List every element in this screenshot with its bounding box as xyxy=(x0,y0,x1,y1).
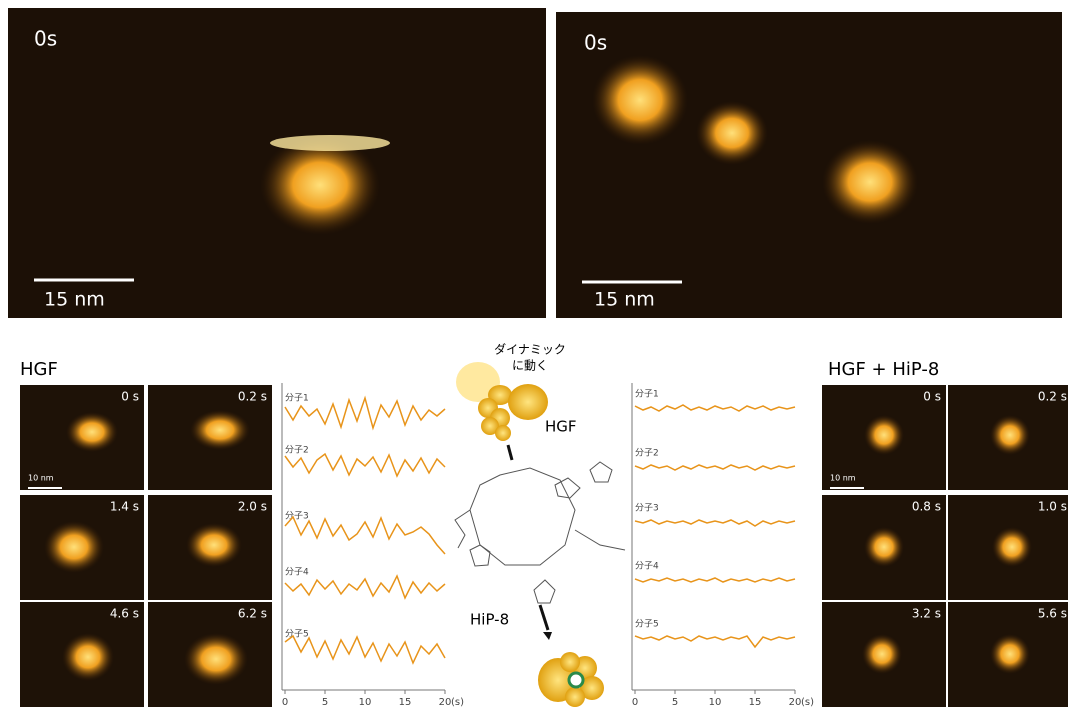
molecule-blob xyxy=(66,412,118,452)
series-label: 分子4 xyxy=(635,561,659,572)
chemical-structure xyxy=(455,462,625,603)
x-tick-label: 20 xyxy=(789,697,802,708)
time-label: 4.6 s xyxy=(110,607,139,621)
molecule-blob xyxy=(184,633,248,685)
x-tick-label: 10 xyxy=(359,697,372,708)
time-label: 3.2 s xyxy=(912,607,941,621)
molecule-blob xyxy=(990,415,1030,455)
time-label: 0.2 s xyxy=(1038,390,1067,404)
arrow xyxy=(540,605,548,630)
molecule-blob xyxy=(190,410,250,450)
time-label: 0s xyxy=(34,27,57,51)
trace xyxy=(285,454,445,476)
molecule-blob xyxy=(822,140,918,224)
figure: 0s 15 nm 0s 15 nm ダイナミック に動く HGF HiP-8 H… xyxy=(0,0,1068,710)
trace xyxy=(635,636,795,647)
series-label: 分子2 xyxy=(285,445,309,456)
scale-label: 15 nm xyxy=(44,289,105,311)
trace xyxy=(285,636,445,663)
arrow xyxy=(508,445,512,460)
series-label: 分子5 xyxy=(285,629,309,640)
series-label: 分子1 xyxy=(635,389,659,400)
arrow-head xyxy=(543,632,552,640)
series-label: 分子4 xyxy=(285,567,309,578)
x-tick-label: 0 xyxy=(632,697,638,708)
trace xyxy=(285,517,445,554)
x-tick-label: 20 xyxy=(439,697,452,708)
molecule-blob xyxy=(864,415,904,455)
series-label: 分子3 xyxy=(285,511,309,522)
molecule-blob xyxy=(696,101,768,165)
time-label: 0s xyxy=(584,31,607,55)
molecule-blob xyxy=(862,634,902,674)
molecule-blob xyxy=(186,523,242,567)
time-label: 0 s xyxy=(121,390,139,404)
trace xyxy=(635,405,795,411)
x-tick-label: 15 xyxy=(399,697,412,708)
molecule-blob xyxy=(44,521,104,573)
molecule-blob xyxy=(864,527,904,567)
panel-title: HGF xyxy=(20,359,58,380)
protein-label: HGF xyxy=(545,418,577,436)
time-label: 6.2 s xyxy=(238,607,267,621)
time-label: 1.4 s xyxy=(110,500,139,514)
trace xyxy=(285,576,445,598)
x-unit: (s) xyxy=(451,697,464,708)
time-label: 1.0 s xyxy=(1038,500,1067,514)
x-tick-label: 0 xyxy=(282,697,288,708)
trace xyxy=(635,578,795,582)
x-tick-label: 10 xyxy=(709,697,722,708)
panel-title: HGF + HiP-8 xyxy=(828,359,939,380)
series-label: 分子3 xyxy=(635,503,659,514)
series-label: 分子2 xyxy=(635,448,659,459)
molecule-blob xyxy=(992,527,1032,567)
trace xyxy=(285,398,445,428)
time-label: 0.8 s xyxy=(912,500,941,514)
streak xyxy=(270,135,390,151)
time-label: 0.2 s xyxy=(238,390,267,404)
series-label: 分子1 xyxy=(285,393,309,404)
annotation: に動く xyxy=(512,359,548,373)
hgf-model xyxy=(456,362,548,441)
x-tick-label: 15 xyxy=(749,697,762,708)
scale-label: 10 nm xyxy=(830,474,856,483)
trace xyxy=(635,465,795,470)
series-label: 分子5 xyxy=(635,619,659,630)
molecule-blob xyxy=(62,633,114,681)
molecule-blob xyxy=(592,55,688,145)
compound-label: HiP-8 xyxy=(470,611,509,629)
x-tick-label: 5 xyxy=(672,697,678,708)
time-label: 0 s xyxy=(923,390,941,404)
hgf-hip8-model xyxy=(538,652,604,707)
x-tick-label: 5 xyxy=(322,697,328,708)
x-unit: (s) xyxy=(801,697,814,708)
trace xyxy=(635,520,795,526)
molecule-blob xyxy=(990,634,1030,674)
scale-label: 10 nm xyxy=(28,474,54,483)
scale-label: 15 nm xyxy=(594,289,655,311)
annotation: ダイナミック xyxy=(494,342,566,357)
time-label: 2.0 s xyxy=(238,500,267,514)
time-label: 5.6 s xyxy=(1038,607,1067,621)
